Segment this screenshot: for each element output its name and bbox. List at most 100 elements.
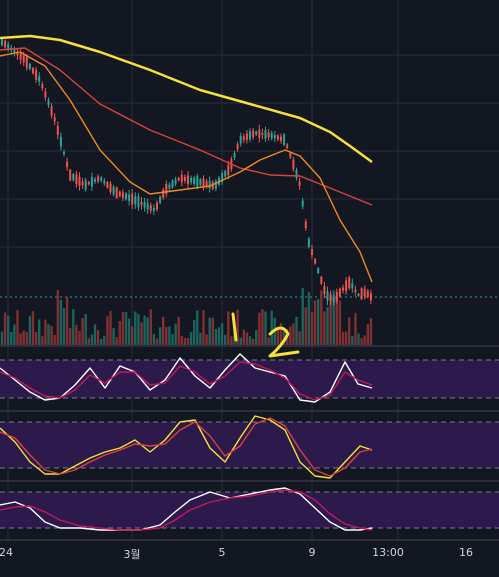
candle-body-23 [72,174,75,181]
candle-body-116 [360,288,363,300]
candle-body-53 [165,183,168,195]
volume-bar-93 [289,326,292,345]
candle-body-115 [357,293,360,296]
candle-body-98 [304,221,307,229]
volume-bar-40 [124,312,128,345]
osc3-band [0,492,499,528]
indicator-panes [0,296,499,541]
candle-body-17 [53,117,56,122]
volume-bar-3 [10,331,13,345]
volume-bar-59 [183,338,187,345]
candle-body-2 [7,43,10,50]
volume-bar-41 [127,318,131,345]
candle-body-79 [245,133,248,141]
volume-bar-103 [320,290,323,345]
candle-body-26 [81,181,84,186]
candle-body-100 [311,248,313,256]
candle-body-106 [329,295,332,301]
candle-body-88 [273,134,276,139]
volume-bar-48 [149,309,152,345]
volume-bar-57 [177,316,180,345]
volume-bar-117 [363,335,366,345]
candle-body-59 [183,176,186,181]
volume-bar-5 [16,309,19,345]
volume-bar-2 [7,315,10,345]
annotation-2 [268,326,300,358]
volume-bar-30 [93,324,97,345]
candle-body-105 [326,291,329,301]
volume-bar-113 [351,336,354,345]
volume-bar-10 [31,311,35,345]
candle-body-60 [187,175,189,184]
candle-body-110 [342,287,344,291]
candle-body-11 [35,69,38,80]
volume-bar-13 [41,336,44,345]
volume-bar-66 [205,334,208,345]
volume-bar-83 [258,312,261,345]
candle-body-85 [264,130,267,139]
volume-bar-58 [180,335,183,345]
volume-bar-53 [165,327,168,345]
candle-body-39 [121,192,124,198]
volume-bar-86 [267,337,270,345]
candle-body-84 [261,132,264,136]
volume-bar-79 [245,332,249,345]
volume-bar-37 [115,336,118,345]
series-osc2_d [0,417,373,477]
volume-bar-69 [214,328,218,345]
volume-bar-106 [329,293,332,345]
candle-body-86 [267,132,270,138]
volume-bar-104 [323,311,326,345]
volume-bar-14 [44,319,47,345]
candle-body-16 [50,106,53,116]
candle-body-96 [298,181,301,186]
volume-bar-74 [230,336,233,345]
volume-bar-108 [335,296,338,345]
candle-body-8 [25,56,28,68]
volume-bar-68 [211,317,214,345]
volume-bar-28 [87,338,90,345]
series-osc1_d [0,361,373,401]
candle-body-47 [146,203,149,210]
candle-body-89 [276,135,279,140]
candle-body-80 [249,131,251,140]
volume-bar-22 [69,328,72,345]
candle-body-83 [258,129,261,138]
candle-body-95 [295,170,298,179]
volume-bar-4 [13,324,16,345]
candle-body-118 [366,290,369,297]
candle-body-48 [149,205,152,211]
x-tick-label: 24 [0,546,13,559]
volume-bar-29 [90,334,94,345]
candle-body-10 [32,68,34,74]
x-tick-label: 3월 [123,548,141,561]
candle-body-72 [224,171,227,177]
candle-body-51 [159,196,162,204]
volume-bar-1 [3,312,7,345]
candle-body-66 [205,181,208,187]
series-ma_yellow [0,34,373,164]
volume-bar-0 [0,331,4,345]
candle-body-18 [56,125,59,135]
volume-bar-112 [348,317,351,345]
candle-body-43 [134,196,137,205]
volume-bar-107 [332,290,335,345]
candle-body-117 [363,288,366,297]
volume-bar-81 [251,338,255,345]
volume-bar-76 [236,309,239,345]
x-tick-label: 5 [218,546,226,559]
candle-body-113 [351,282,354,289]
volume-bar-16 [50,325,53,345]
candle-body-101 [314,259,317,264]
volume-bar-50 [155,338,159,345]
volume-bar-43 [134,311,137,345]
candle-body-103 [320,276,323,284]
candle-body-36 [112,186,115,195]
volume-bar-71 [220,323,224,345]
candle-body-22 [69,169,72,181]
candle-body-63 [196,176,199,187]
candle-body-9 [28,64,31,70]
candle-body-27 [84,179,87,190]
volume-bar-67 [208,317,211,345]
candle-body-31 [97,176,100,182]
